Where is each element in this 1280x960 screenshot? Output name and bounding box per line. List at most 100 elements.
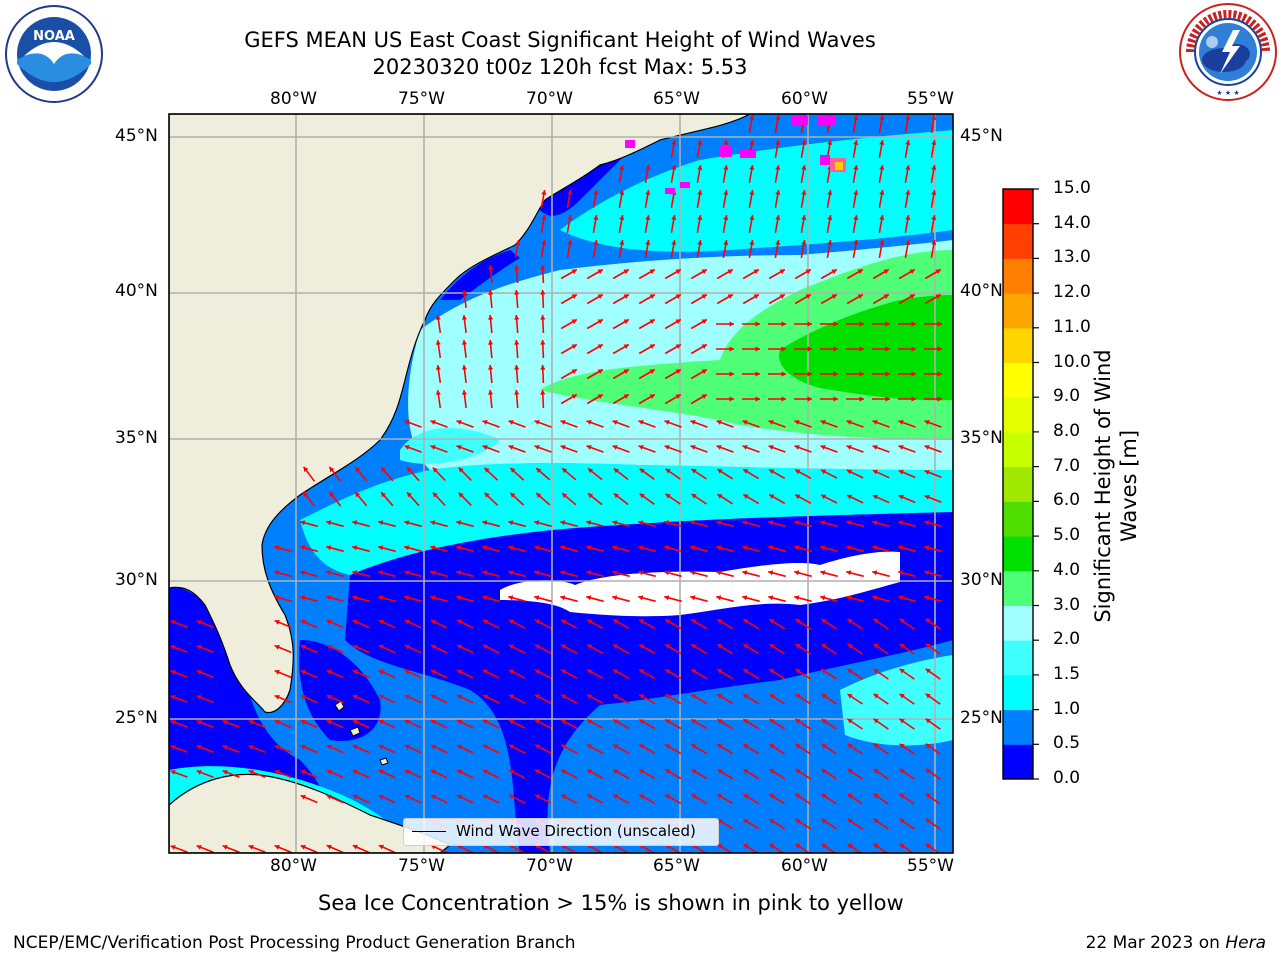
wind-arrow-head	[561, 769, 567, 775]
wind-arrow-head	[404, 719, 410, 725]
wind-arrow-head	[593, 190, 599, 195]
wind-arrow-head	[536, 493, 542, 498]
wind-arrow-head	[911, 371, 916, 377]
wind-arrow-head	[925, 793, 931, 799]
wind-arrow-head	[638, 570, 644, 576]
wind-arrow-head	[196, 645, 202, 650]
wind-arrow-head	[508, 595, 514, 601]
wind-arrow-head	[430, 545, 436, 551]
wind-arrow-head	[623, 319, 629, 324]
wind-arrow-head	[821, 669, 827, 674]
wind-arrow-head	[488, 290, 494, 295]
right-lat-tick-label: 30°N	[960, 570, 1003, 590]
wind-arrow-head	[769, 644, 775, 649]
nws-logo: ★ ★ ★	[1179, 3, 1277, 101]
wind-arrow-head	[588, 493, 594, 499]
wind-arrow-head	[807, 346, 812, 352]
wind-arrow-head	[749, 190, 755, 195]
wind-arrow-head	[885, 396, 890, 402]
wind-arrow-head	[821, 719, 827, 724]
colorbar-segment	[1003, 570, 1033, 606]
wind-arrow-head	[482, 744, 489, 750]
wind-arrow-head	[879, 240, 885, 245]
wind-arrow-head	[879, 215, 885, 220]
map-frame	[168, 113, 954, 854]
chart-subtitle: 20230320 t00z 120h fcst Max: 5.53	[372, 55, 748, 79]
wind-arrow-head	[613, 769, 619, 775]
wind-arrow-head	[820, 545, 826, 551]
colorbar-tick-label: 0.0	[1053, 768, 1081, 788]
wind-arrow-head	[326, 545, 332, 551]
wind-arrow-head	[723, 240, 729, 245]
wind-arrow-head	[488, 265, 494, 270]
wind-arrow-head	[898, 570, 904, 576]
wind-arrow-head	[743, 644, 749, 649]
wind-arrow-head	[924, 445, 930, 450]
wind-arrow-head	[768, 445, 774, 450]
wind-arrow-head	[727, 269, 733, 274]
colorbar-frame	[1002, 188, 1034, 780]
wind-arrow-head	[571, 344, 577, 349]
wind-arrow-head	[484, 467, 490, 473]
wind-arrow-head	[430, 669, 437, 675]
wind-arrow-head	[508, 570, 514, 576]
wind-arrow-head	[560, 520, 566, 526]
wind-arrow-head	[510, 492, 516, 498]
wind-arrow-head	[898, 494, 904, 500]
wind-arrow-head	[170, 720, 176, 725]
map-legend: Wind Wave Direction (unscaled)	[403, 818, 719, 846]
colorbar-title-line2: Waves [m]	[1117, 429, 1141, 543]
wind-arrow-head	[795, 719, 801, 724]
wind-arrow-head	[378, 595, 384, 601]
wind-arrow-head	[612, 570, 618, 576]
wind-arrow-head	[853, 115, 859, 120]
wind-arrow-head	[717, 794, 723, 799]
wind-arrow-head	[899, 718, 905, 724]
wind-arrow-head	[170, 745, 176, 750]
wind-arrow-head	[794, 545, 800, 551]
wind-arrow-head	[769, 819, 775, 824]
wind-arrow-head	[274, 545, 280, 551]
wind-arrow-head	[378, 644, 384, 650]
wind-arrow-head	[769, 619, 775, 624]
wind-arrow-head	[795, 769, 801, 774]
wind-arrow-head	[755, 321, 760, 327]
wind-arrow-head	[597, 369, 603, 374]
wind-arrow-head	[378, 694, 384, 700]
wind-arrow-head	[509, 744, 515, 750]
legend-label: Wind Wave Direction (unscaled)	[456, 822, 696, 840]
wind-arrow-head	[671, 165, 677, 170]
bottom-lon-tick-label: 75°W	[398, 856, 445, 876]
wind-arrow-head	[873, 693, 879, 699]
wind-arrow-head	[847, 694, 853, 699]
wind-arrow-head	[488, 365, 494, 370]
colorbar-tick-label: 14.0	[1053, 212, 1091, 233]
wind-arrow-head	[587, 694, 593, 700]
wind-arrow-head	[352, 595, 358, 601]
wind-arrow-head	[509, 644, 515, 650]
wind-arrow-head	[898, 445, 904, 450]
wind-arrow-head	[743, 494, 749, 499]
wind-arrow-head	[898, 469, 904, 475]
wind-arrow-head	[690, 520, 696, 526]
wind-arrow-head	[170, 845, 176, 850]
wind-arrow-head	[196, 745, 202, 750]
wind-arrow-head	[768, 420, 774, 425]
wind-arrow-head	[593, 215, 599, 220]
wind-arrow-head	[482, 445, 488, 450]
wind-arrow-head	[430, 619, 437, 625]
wind-arrow-head	[541, 190, 547, 195]
wind-arrow-head	[456, 570, 462, 576]
wind-arrow-head	[352, 570, 358, 576]
wind-arrow-head	[664, 595, 670, 601]
wind-arrow-head	[691, 494, 697, 499]
wind-arrow-head	[509, 719, 515, 725]
wind-arrow-head	[300, 694, 306, 700]
wind-arrow-head	[909, 269, 915, 274]
wind-arrow-head	[807, 321, 812, 327]
wind-arrow-head	[456, 769, 463, 775]
wind-arrow-head	[456, 719, 463, 725]
wind-arrow-head	[326, 769, 332, 775]
wind-arrow-head	[430, 644, 437, 650]
wind-arrow-head	[899, 693, 905, 699]
